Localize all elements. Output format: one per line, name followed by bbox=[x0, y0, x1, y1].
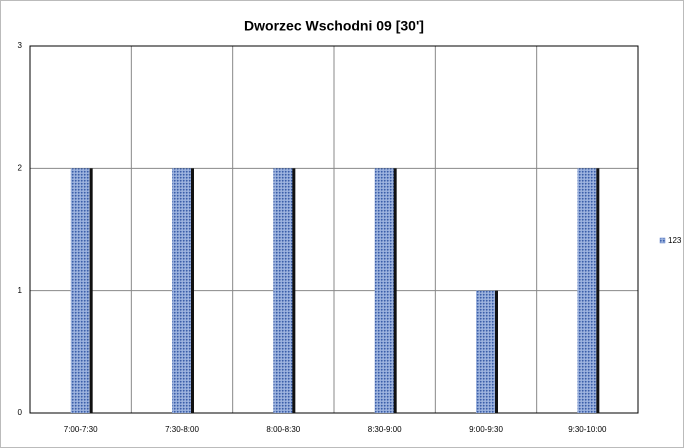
y-tick-label: 3 bbox=[18, 41, 23, 50]
bar bbox=[374, 168, 394, 413]
plot-area-border bbox=[29, 45, 639, 414]
legend-swatch bbox=[659, 237, 666, 244]
bar bbox=[577, 168, 597, 413]
bar bbox=[273, 168, 293, 413]
y-tick-label: 2 bbox=[18, 163, 23, 172]
bar bbox=[172, 168, 191, 413]
bar bbox=[70, 168, 90, 413]
y-tick-label: 0 bbox=[18, 408, 23, 417]
y-tick-label: 1 bbox=[18, 286, 23, 295]
x-tick-label: 7:00-7:30 bbox=[64, 425, 98, 434]
x-tick-label: 8:30-9:00 bbox=[368, 425, 402, 434]
x-tick-label: 9:30-10:00 bbox=[568, 425, 607, 434]
chart-title: Dworzec Wschodni 09 [30'] bbox=[244, 18, 424, 34]
legend-label: 123 bbox=[668, 236, 682, 245]
x-tick-label: 8:00-8:30 bbox=[266, 425, 300, 434]
x-tick-label: 7:30-8:00 bbox=[165, 425, 199, 434]
bar bbox=[476, 290, 495, 413]
x-tick-label: 9:00-9:30 bbox=[469, 425, 503, 434]
